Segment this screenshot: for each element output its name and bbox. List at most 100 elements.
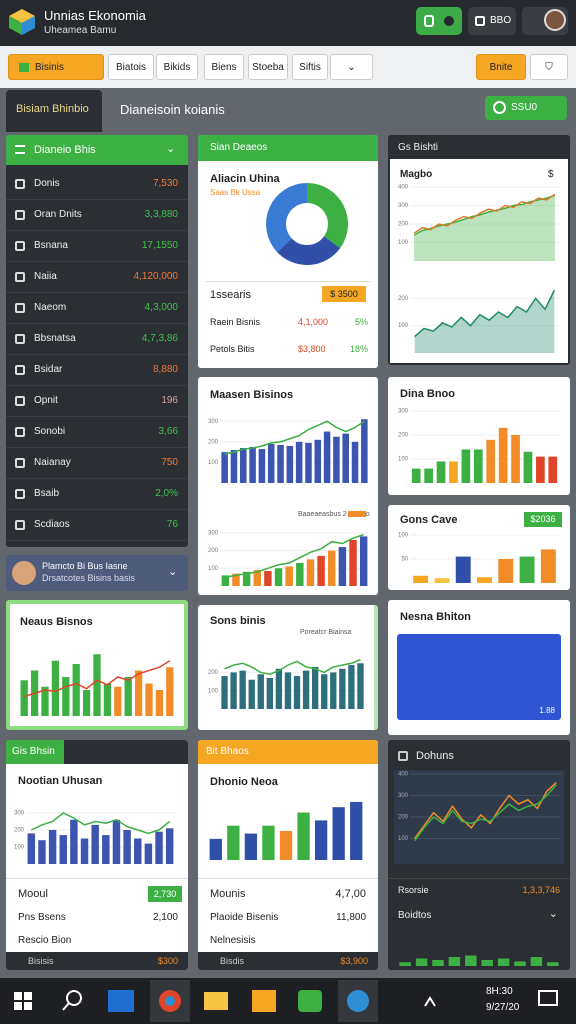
card-subtitle: Saas Bk Ussa xyxy=(210,188,261,197)
list-row[interactable]: Opnit 196 xyxy=(6,386,188,417)
bar xyxy=(413,575,429,583)
bar xyxy=(221,452,228,483)
list-row[interactable]: Sonobi 3,66 xyxy=(6,417,188,448)
toolbar-button[interactable]: Stoeba xyxy=(248,54,288,80)
toolbar-button[interactable]: Biatois xyxy=(108,54,154,80)
row-label: Boidtos xyxy=(398,910,432,921)
bar xyxy=(536,456,545,483)
bar xyxy=(227,825,240,860)
area xyxy=(414,195,555,261)
tab-active[interactable]: Bisiam Bhinbio xyxy=(6,90,102,132)
section-title: Dianeisoin koianis xyxy=(120,102,225,117)
row-label: Bsidar xyxy=(34,364,63,375)
y-tick-label: 100 xyxy=(398,457,409,463)
bar xyxy=(305,442,312,483)
list-row[interactable]: Bsaib 2,0% xyxy=(6,479,188,510)
row-value: 4,3,000 xyxy=(144,302,178,313)
bar xyxy=(230,450,238,483)
bar xyxy=(277,444,284,483)
avatar-button[interactable] xyxy=(522,7,568,35)
row-label: Bsaib xyxy=(34,488,60,499)
list-row[interactable]: Bsnana 17,1550 xyxy=(6,231,188,262)
row-value: 7,530 xyxy=(152,178,178,189)
bar-chart: 50 100 xyxy=(398,533,559,583)
bar xyxy=(93,654,101,716)
list-row[interactable]: Naeom 4,3,000 xyxy=(6,293,188,324)
list-row[interactable]: Bbsnatsa 4,7,3,86 xyxy=(6,324,188,355)
bar xyxy=(221,575,230,586)
bar xyxy=(293,676,301,709)
row-label: Rsorsie xyxy=(398,885,429,895)
card-gons: Gons Cave $2036 50 100 xyxy=(388,505,570,590)
list-row[interactable]: Bsidar 8,880 xyxy=(6,355,188,386)
row-label: Naeom xyxy=(34,302,67,313)
row-value: 2,0% xyxy=(155,488,178,499)
profile-strip[interactable]: Plamcto Bi Bus Iasne Drsatcotes Bisins b… xyxy=(6,555,188,591)
bar xyxy=(80,838,89,864)
bar xyxy=(332,807,345,860)
bar xyxy=(432,960,444,966)
bar xyxy=(359,536,368,586)
row-label: Rescio Bion xyxy=(18,935,72,946)
action-button[interactable]: Bnite xyxy=(476,54,526,80)
list-row[interactable]: Scdiaos 76 xyxy=(6,510,188,541)
bar-chart: 100 200 300 xyxy=(208,530,369,586)
toolbar-button[interactable]: Biens xyxy=(204,54,244,80)
notification-icon[interactable] xyxy=(538,990,558,1006)
list-row[interactable]: Oran Dnits 3,3,880 xyxy=(6,200,188,231)
bar xyxy=(321,674,328,709)
y-tick-label: 200 xyxy=(398,433,409,439)
donut-segment xyxy=(277,235,341,265)
donut-chart xyxy=(266,183,348,265)
bar-chart xyxy=(20,654,174,716)
bar xyxy=(351,441,359,483)
bar xyxy=(134,670,143,716)
line xyxy=(224,420,365,455)
toolbar-button[interactable]: Siftis xyxy=(292,54,328,80)
toolbar-button[interactable]: Bikids xyxy=(156,54,198,80)
status-button[interactable] xyxy=(416,7,462,35)
y-tick-label: 300 xyxy=(14,811,25,817)
card-title: Nesna Bhiton xyxy=(400,611,471,623)
bar xyxy=(498,559,514,583)
bar xyxy=(70,819,78,864)
card-header: Sian Deaeos xyxy=(198,135,378,161)
line xyxy=(23,660,171,698)
y-tick-label: 300 xyxy=(398,793,409,799)
list-row[interactable]: Donis 7,530 xyxy=(6,169,188,200)
bar xyxy=(284,672,292,709)
donut-segment xyxy=(306,183,348,249)
y-tick-label: 100 xyxy=(398,836,409,842)
bar xyxy=(317,555,325,586)
account-button[interactable]: BBO xyxy=(468,7,516,35)
bar xyxy=(209,838,222,860)
green-button[interactable]: SSU0 xyxy=(485,96,567,120)
bar xyxy=(399,962,411,966)
y-tick-label: 200 xyxy=(398,222,409,228)
bar xyxy=(82,690,91,716)
bar-chart: 100 200 xyxy=(208,658,365,709)
y-tick-label: 100 xyxy=(208,460,219,466)
shield-button[interactable]: ⛉ xyxy=(530,54,568,80)
card-sian: Sian Deaeos Aliacin Uhina Saas Bk Ussa 1… xyxy=(198,135,378,368)
profile-avatar xyxy=(12,561,36,585)
bar-chart: 100 200 300 xyxy=(398,409,559,483)
list-row[interactable]: Naianay 750 xyxy=(6,448,188,479)
badge: $ 3500 xyxy=(322,286,366,302)
bar xyxy=(530,957,543,966)
row-value: 4,120,000 xyxy=(133,271,179,282)
row-value: $3,800 xyxy=(298,344,326,354)
list-row[interactable]: Naiia 4,120,000 xyxy=(6,262,188,293)
bar xyxy=(124,677,132,716)
row-label: Naianay xyxy=(34,457,71,468)
dropdown[interactable]: Bisinis xyxy=(8,54,104,80)
row-label: Bsnana xyxy=(34,240,68,251)
dropdown-empty[interactable]: ⌄ xyxy=(330,54,373,80)
blue-panel: 1.88 xyxy=(397,634,561,720)
y-tick-label: 300 xyxy=(398,203,409,209)
bar xyxy=(333,436,340,483)
bar xyxy=(548,456,558,483)
row-percent: 18% xyxy=(349,344,368,354)
bar xyxy=(145,683,153,716)
bar xyxy=(519,556,535,583)
